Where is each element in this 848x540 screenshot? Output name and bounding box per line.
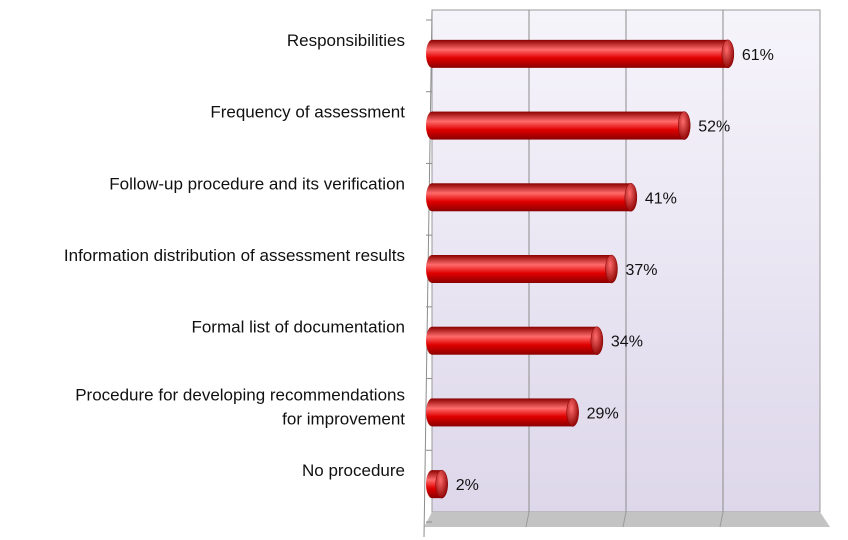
value-label: 29% bbox=[587, 405, 619, 422]
category-label: Frequency of assessment bbox=[210, 103, 405, 122]
category-label: No procedure bbox=[302, 461, 405, 480]
bar-base-cap bbox=[426, 255, 438, 283]
category-labels: Responsibilities Frequency of assessment F… bbox=[64, 31, 405, 480]
bar-base-cap bbox=[426, 39, 438, 68]
bar-base-cap bbox=[426, 470, 438, 499]
bar-base-cap bbox=[426, 111, 438, 140]
value-label: 52% bbox=[698, 119, 730, 136]
category-label: Responsibilities bbox=[287, 31, 405, 50]
bar-end-cap bbox=[605, 254, 618, 284]
value-labels: 61% 52% 41% 37% 34% 29% 2% bbox=[456, 47, 774, 494]
category-label: Follow-up procedure and its verification bbox=[109, 174, 405, 193]
bar-base-cap bbox=[426, 398, 438, 427]
bar bbox=[426, 326, 604, 355]
value-label: 41% bbox=[645, 190, 677, 207]
bar bbox=[426, 39, 735, 69]
floor-gridline bbox=[622, 511, 627, 528]
bar-end-cap bbox=[624, 183, 638, 212]
category-label: for improvement bbox=[282, 409, 405, 428]
bar-series bbox=[426, 39, 735, 499]
value-label: 2% bbox=[456, 477, 479, 494]
floor-gridline bbox=[525, 511, 530, 528]
category-label: Procedure for developing recommendations bbox=[75, 385, 405, 404]
value-label: 37% bbox=[625, 262, 657, 279]
bar-end-cap bbox=[590, 326, 604, 355]
bar-end-cap bbox=[435, 469, 448, 499]
bar-body bbox=[432, 39, 728, 68]
floor-gridline bbox=[719, 511, 724, 528]
bar-base-cap bbox=[426, 326, 438, 355]
category-label: Formal list of documentation bbox=[191, 318, 405, 337]
bar-end-cap bbox=[566, 398, 579, 427]
bar-base-cap bbox=[426, 183, 438, 212]
value-label: 61% bbox=[742, 47, 774, 64]
bar bbox=[426, 398, 579, 427]
bar-body bbox=[432, 326, 597, 355]
bar-body bbox=[432, 255, 612, 283]
bar-body bbox=[432, 183, 631, 212]
bar-body bbox=[432, 111, 685, 140]
bar-end-cap bbox=[677, 111, 691, 140]
value-label: 34% bbox=[611, 334, 643, 351]
chart-floor bbox=[424, 512, 830, 527]
category-label: Information distribution of assessment r… bbox=[64, 246, 405, 265]
bar-end-cap bbox=[721, 39, 735, 69]
bar bbox=[426, 183, 638, 212]
bar-body bbox=[432, 398, 573, 427]
bar bbox=[426, 469, 448, 499]
bar bbox=[426, 254, 618, 284]
floor-gridlines bbox=[525, 511, 724, 528]
bar bbox=[426, 111, 691, 140]
